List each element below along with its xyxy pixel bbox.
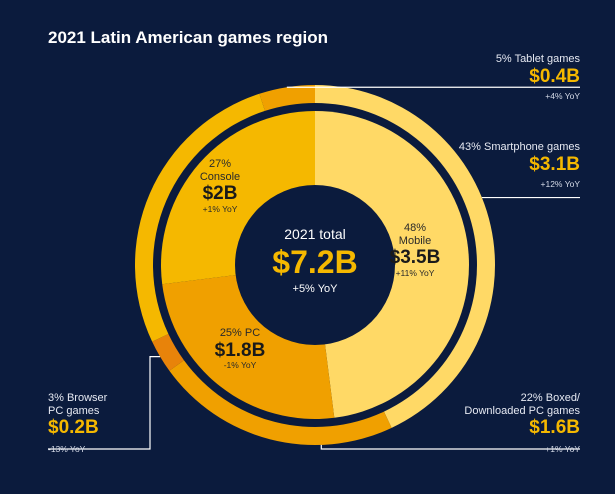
console-name: Console	[199, 170, 241, 183]
inner-label-pc: 25% PC $1.8B -1% YoY	[195, 327, 285, 371]
browser-yoy: -13% YoY	[48, 444, 86, 455]
callout-browser: 3% Browser PC games $0.2B -13% YoY	[48, 392, 168, 455]
boxed-value: $1.6B	[529, 417, 580, 439]
browser-value: $0.2B	[48, 417, 99, 439]
console-percent: 27%	[208, 158, 232, 170]
browser-label-line1: 3% Browser	[48, 392, 108, 404]
smartphone-yoy: +12% YoY	[540, 179, 580, 190]
leader-lines	[48, 86, 580, 450]
boxed-yoy: +1% YoY	[545, 444, 580, 455]
mobile-yoy: +11% YoY	[395, 268, 435, 279]
center-total-yoy: +5% YoY	[292, 283, 338, 295]
inner-label-console: 27% Console $2B +1% YoY	[180, 158, 260, 215]
smartphone-value: $3.1B	[529, 153, 580, 175]
boxed-label-line2: Downloaded PC games	[464, 404, 580, 417]
leader-line-boxed	[320, 444, 580, 450]
tablet-yoy: +4% YoY	[545, 91, 580, 102]
tablet-label: 5% Tablet games	[495, 53, 580, 65]
boxed-label-line1: 22% Boxed/	[520, 392, 580, 404]
pc-yoy: -1% YoY	[223, 360, 257, 371]
center-total-value: $7.2B	[272, 244, 358, 280]
leader-line-browser	[48, 356, 161, 450]
callout-boxed: 22% Boxed/ Downloaded PC games $1.6B +1%…	[430, 392, 580, 455]
center-total-label: 2021 total	[284, 226, 346, 242]
console-value: $2B	[202, 183, 238, 205]
outer-slice-browser-pc	[152, 333, 184, 371]
tablet-value: $0.4B	[529, 65, 580, 87]
console-yoy: +1% YoY	[202, 204, 238, 215]
callout-tablet: 5% Tablet games $0.4B +4% YoY	[440, 53, 580, 102]
mobile-value: $3.5B	[389, 247, 441, 269]
outer-slice-smartphone	[315, 85, 495, 428]
browser-label-line2: PC games	[48, 404, 100, 417]
pc-value: $1.8B	[214, 339, 266, 361]
smartphone-label: 43% Smartphone games	[458, 141, 580, 153]
pc-percent-name: 25% PC	[219, 327, 261, 339]
chart-title: 2021 Latin American games region	[48, 28, 328, 47]
outer-slice-tablet	[259, 85, 315, 111]
outer-slice-boxed-pc	[169, 360, 392, 445]
inner-label-mobile: 48% Mobile $3.5B +11% YoY	[375, 222, 455, 279]
outer-ring	[135, 85, 495, 445]
mobile-name: Mobile	[398, 234, 432, 247]
ring-separator	[154, 104, 476, 426]
mobile-percent: 48%	[403, 222, 427, 234]
outer-slice-console	[135, 93, 265, 342]
center-hole	[235, 185, 395, 345]
callout-smartphone: 43% Smartphone games $3.1B +12% YoY	[430, 141, 580, 190]
